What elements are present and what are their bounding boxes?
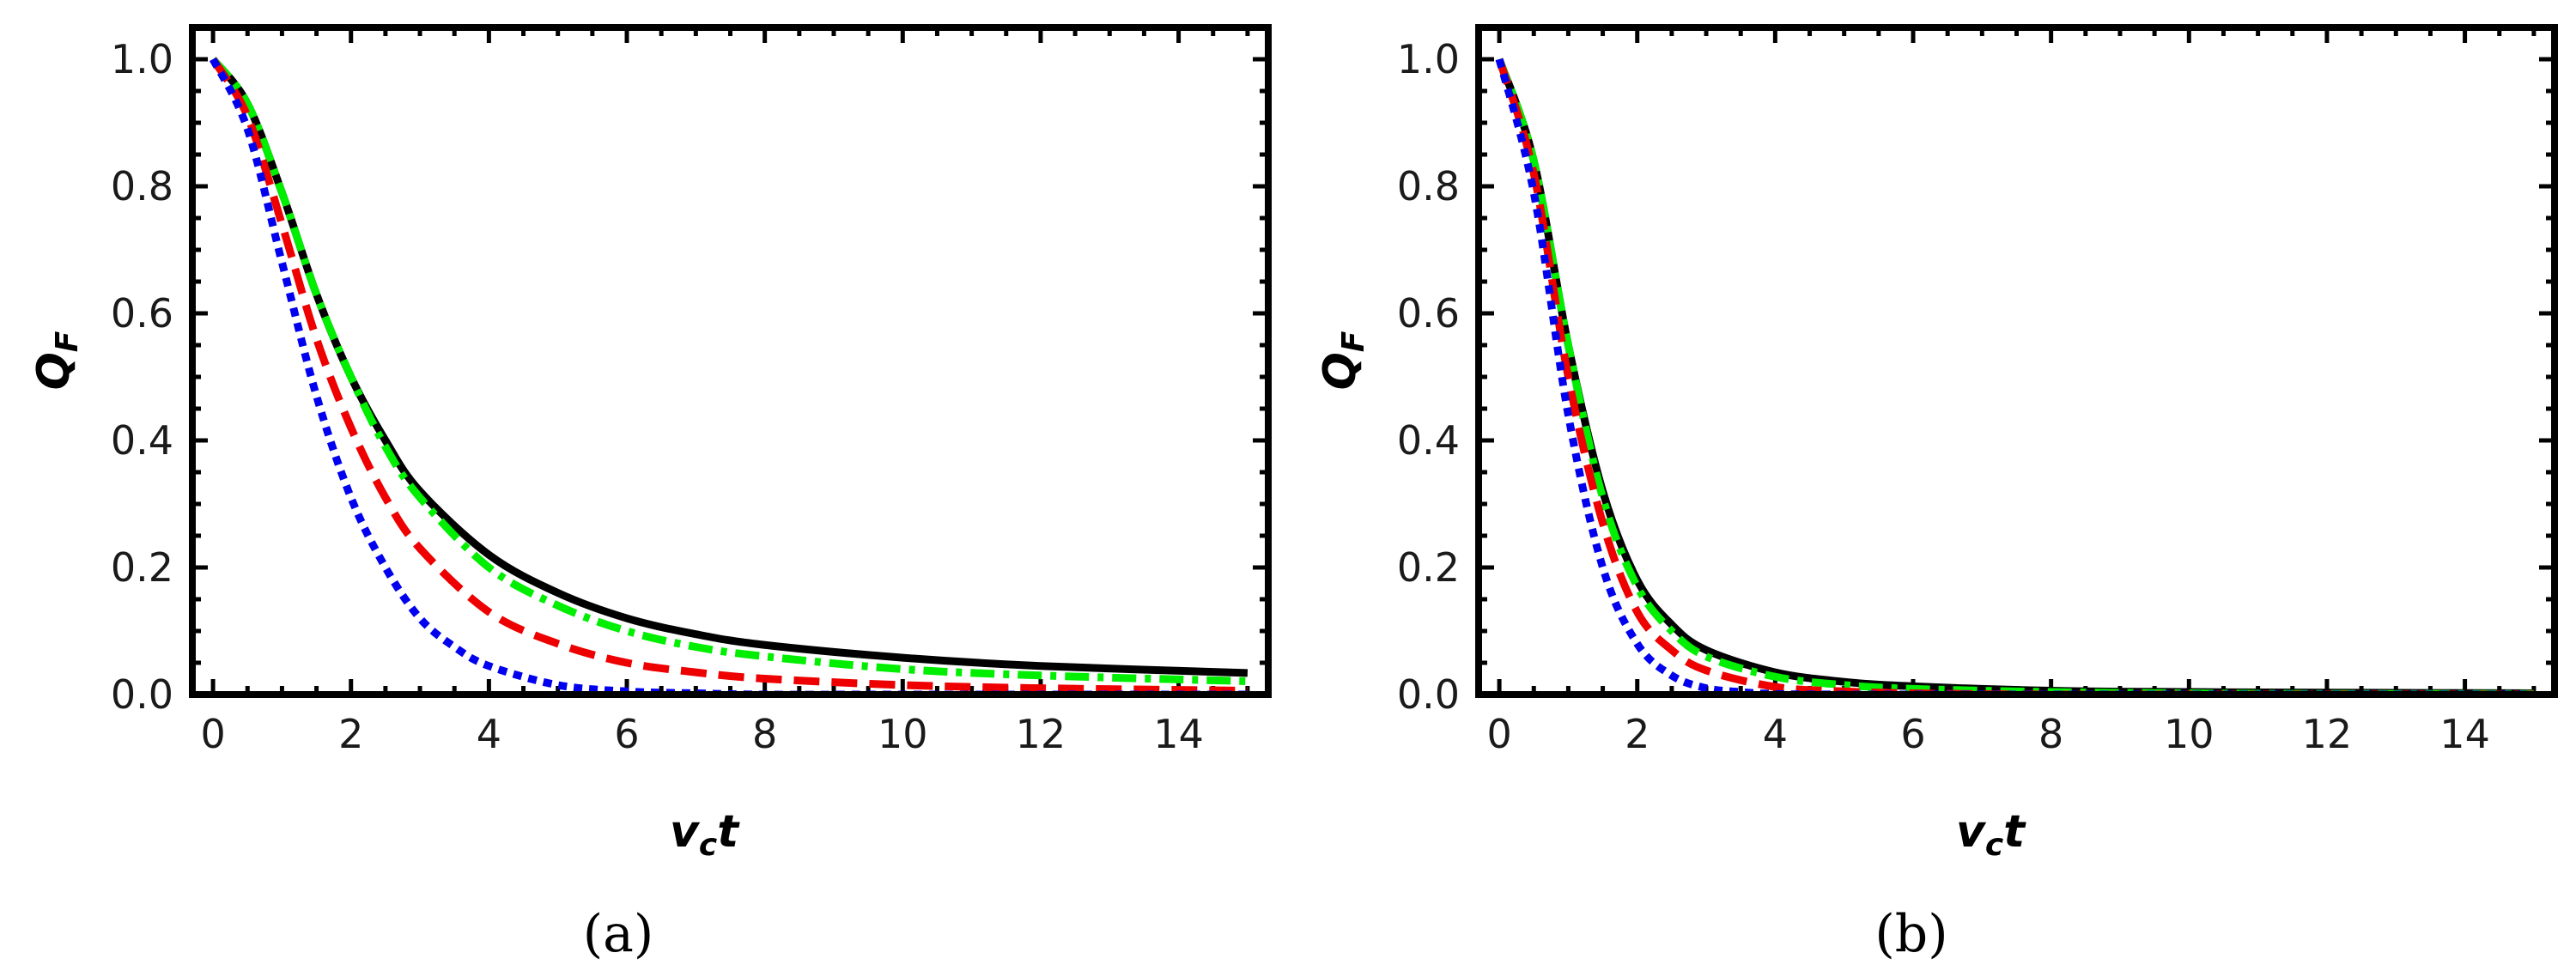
y-tick-label: 0.4 [1397,417,1460,464]
x-tick-label: 8 [2038,711,2063,757]
x-tick-label: 14 [1153,711,1204,757]
tick-marks [192,25,1268,697]
y-axis-title: QF [28,331,85,390]
x-tick-label: 10 [2164,711,2215,757]
series-layer [210,57,1249,695]
x-tick-label: 6 [614,711,639,757]
tick-labels: 0 2 4 6 8 10 12 14 0.0 0.2 0.4 0.6 0.8 1.0 [1397,36,2490,757]
x-tick-label: 12 [1016,711,1066,757]
series-layer [1495,58,2534,695]
panel-label: (a) [583,904,654,964]
y-tick-label: 0.8 [1397,163,1460,209]
x-tick-label: 12 [2302,711,2353,757]
x-tick-label: 10 [878,711,928,757]
y-tick-label: 0.2 [1397,544,1460,591]
x-tick-label: 2 [1625,711,1649,757]
y-tick-label: 0.4 [111,417,173,464]
x-tick-label: 14 [2439,711,2490,757]
y-tick-label: 0.0 [1397,671,1460,718]
series-line-dotted [210,57,1248,695]
x-axis-title: vct [1956,806,2026,863]
x-tick-label: 2 [338,711,363,757]
x-tick-label: 6 [1900,711,1925,757]
panel-label: (b) [1874,904,1947,964]
y-tick-label: 0.6 [111,290,173,337]
plot-frame [1475,24,2558,698]
x-tick-label: 0 [1486,711,1511,757]
series-line-dashed [210,57,1248,695]
series-line-dashed [1495,58,2534,695]
y-tick-label: 0.2 [111,544,173,591]
chart-panel-a: 0 2 4 6 8 10 12 14 0.0 0.2 0.4 0.6 0.8 1.0 vct QF (a) [28,24,1272,964]
x-tick-label: 4 [477,711,501,757]
y-tick-label: 1.0 [111,36,173,82]
series-line-dotted [1495,58,2534,695]
x-tick-label: 4 [1763,711,1788,757]
x-tick-label: 0 [200,711,225,757]
series-line-dashdot [1495,58,2534,695]
y-tick-label: 0.8 [111,163,173,209]
x-tick-label: 8 [752,711,777,757]
x-axis-title: vct [670,806,740,863]
y-axis-title: QF [1315,331,1371,390]
y-tick-label: 1.0 [1397,36,1460,82]
series-line-solid [1495,58,2534,695]
chart-panel-b: 0 2 4 6 8 10 12 14 0.0 0.2 0.4 0.6 0.8 1.0 vct QF (b) [1315,24,2558,964]
plot-frame [189,24,1272,698]
series-line-solid [210,57,1249,677]
y-tick-label: 0.6 [1397,290,1460,337]
tick-labels: 0 2 4 6 8 10 12 14 0.0 0.2 0.4 0.6 0.8 1.0 [111,36,1204,757]
y-tick-label: 0.0 [111,671,173,718]
series-line-dashdot [210,57,1249,685]
